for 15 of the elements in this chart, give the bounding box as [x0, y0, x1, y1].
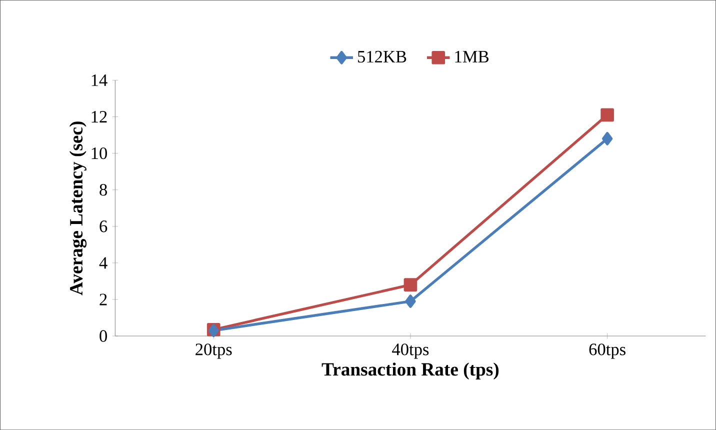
y-tick-label: 4 — [99, 257, 108, 269]
x-tick-label: 20tps — [196, 343, 232, 359]
legend-label: 1MB — [455, 50, 489, 62]
y-axis-title: Average Latency (sec) — [69, 121, 86, 296]
y-tick-label: 0 — [100, 330, 107, 342]
x-tick-label: 60tps — [589, 343, 626, 359]
x-tick-label: 40tps — [392, 343, 429, 359]
y-tick-label: 2 — [100, 294, 107, 306]
y-tick-label: 14 — [92, 74, 108, 86]
y-tick-label: 6 — [100, 220, 108, 232]
y-tick-label: 12 — [92, 110, 107, 122]
x-axis-title: Transaction Rate (tps) — [322, 362, 499, 380]
legend-label: 512KB — [358, 50, 406, 62]
y-tick-label: 10 — [92, 147, 107, 160]
y-tick-label: 8 — [100, 184, 107, 196]
